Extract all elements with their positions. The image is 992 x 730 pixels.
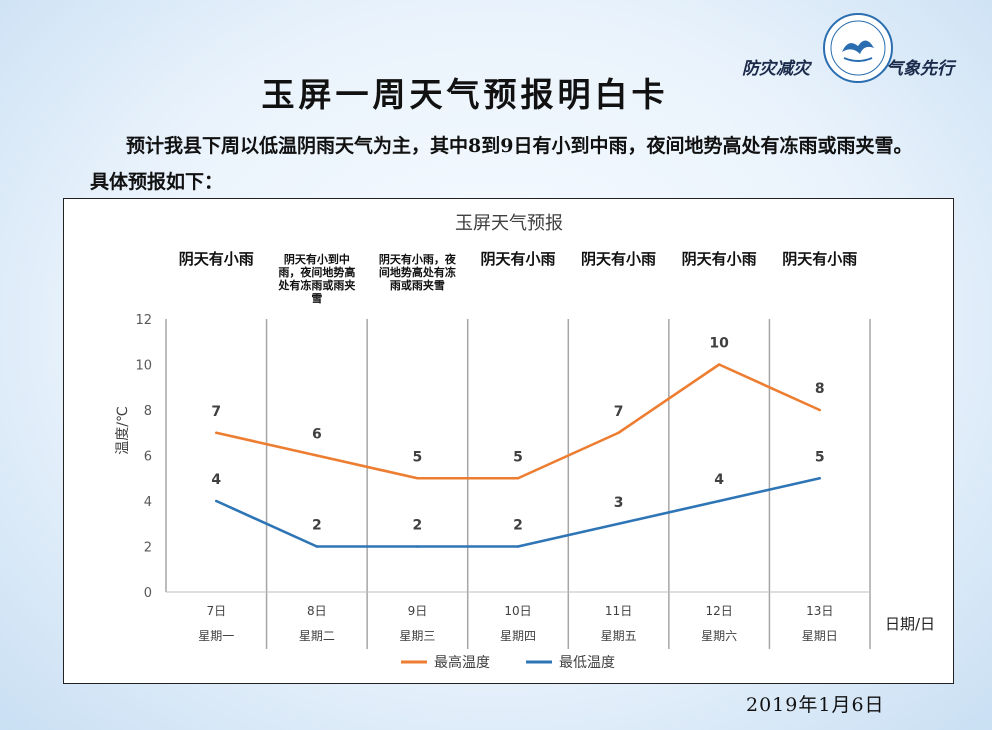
weekday-label: 星期日 bbox=[802, 629, 838, 643]
high-temp-point bbox=[717, 363, 721, 366]
y-tick-label: 12 bbox=[135, 313, 152, 328]
low-temp-data-label: 2 bbox=[312, 518, 322, 534]
low-temp-data-label: 4 bbox=[211, 472, 221, 488]
page-title: 玉屏一周天气预报明白卡 bbox=[261, 75, 669, 114]
low-temp-point bbox=[214, 499, 218, 503]
high-temp-data-label: 10 bbox=[709, 336, 729, 352]
low-temp-point bbox=[717, 499, 721, 503]
low-temp-data-label: 5 bbox=[815, 449, 825, 465]
weather-bureau-logo bbox=[823, 13, 893, 83]
high-temp-point bbox=[818, 408, 822, 412]
y-axis-label: 温度/℃ bbox=[115, 406, 131, 454]
low-temp-point bbox=[818, 476, 822, 480]
high-temp-data-label: 7 bbox=[211, 404, 221, 420]
y-tick-label: 4 bbox=[144, 495, 152, 510]
low-temp-point bbox=[315, 545, 319, 548]
weekday-label: 星期二 bbox=[299, 629, 335, 643]
low-temp-point bbox=[617, 522, 620, 526]
high-temp-point bbox=[315, 454, 319, 457]
x-tick-label: 7日 bbox=[206, 604, 226, 618]
weather-condition: 阴天有小雨 bbox=[480, 250, 556, 268]
chart-title: 玉屏天气预报 bbox=[455, 213, 563, 234]
high-temp-point bbox=[617, 431, 620, 435]
weather-condition: 阴天有小雨，夜间地势高处有冻雨或雨夹雪 bbox=[378, 253, 456, 292]
low-temp-data-label: 2 bbox=[513, 518, 523, 534]
high-temp-data-label: 5 bbox=[413, 449, 423, 465]
high-temp-data-label: 6 bbox=[312, 427, 322, 443]
weather-condition: 阴天有小雨 bbox=[782, 250, 858, 268]
high-temp-data-label: 7 bbox=[614, 404, 624, 420]
low-temp-data-label: 3 bbox=[614, 495, 624, 511]
intro-paragraph: 预计我县下周以低温阴雨天气为主，其中8到9日有小到中雨，夜间地势高处有冻雨或雨夹… bbox=[90, 135, 913, 193]
legend-high-label: 最高温度 bbox=[434, 654, 490, 671]
weather-condition: 阴天有小雨 bbox=[581, 250, 657, 268]
low-temp-line bbox=[215, 476, 821, 548]
x-tick-label: 8日 bbox=[307, 604, 327, 618]
weather-condition: 阴天有小雨 bbox=[178, 250, 254, 268]
x-tick-label: 11日 bbox=[605, 604, 632, 618]
x-axis-label: 日期/日 bbox=[885, 615, 935, 633]
high-temp-point bbox=[516, 476, 520, 480]
high-temp-data-label: 8 bbox=[815, 381, 825, 397]
low-temp-data-label: 2 bbox=[413, 518, 423, 534]
chart-container: 玉屏天气预报 0 2 4 6 8 10 12 温度/℃ 日期/日 7日星期一 8日星期二 9日星期三 1… bbox=[63, 198, 954, 684]
high-temp-point bbox=[416, 476, 419, 480]
y-tick-label: 2 bbox=[144, 541, 152, 556]
weekday-label: 星期五 bbox=[601, 629, 637, 643]
weather-condition: 阴天有小雨 bbox=[681, 250, 757, 268]
low-temp-point bbox=[416, 545, 419, 548]
weekday-label: 星期六 bbox=[701, 629, 737, 643]
high-temp-data-label: 5 bbox=[513, 449, 523, 465]
x-tick-label: 13日 bbox=[806, 604, 833, 618]
y-tick-label: 10 bbox=[135, 359, 152, 374]
weekday-label: 星期一 bbox=[198, 629, 234, 643]
x-tick-label: 9日 bbox=[408, 604, 428, 618]
high-temp-point bbox=[214, 431, 218, 435]
low-temp-data-label: 4 bbox=[714, 472, 724, 488]
slogan-left: 防灾减灾 bbox=[742, 59, 810, 79]
legend-low-label: 最低温度 bbox=[559, 655, 615, 671]
x-tick-label: 12日 bbox=[706, 604, 733, 618]
weekday-label: 星期三 bbox=[399, 629, 435, 643]
slogan-right: 气象先行 bbox=[886, 59, 954, 79]
y-tick-label: 6 bbox=[144, 450, 152, 465]
issue-date: 2019年1月6日 bbox=[746, 694, 885, 716]
low-temp-point bbox=[516, 545, 520, 548]
y-tick-label: 8 bbox=[144, 404, 152, 419]
weather-condition: 阴天有小到中雨，夜间地势高处有冻雨或雨夹雪 bbox=[278, 253, 356, 305]
x-tick-label: 10日 bbox=[504, 604, 531, 618]
y-tick-label: 0 bbox=[144, 586, 152, 601]
weekday-label: 星期四 bbox=[500, 629, 536, 643]
